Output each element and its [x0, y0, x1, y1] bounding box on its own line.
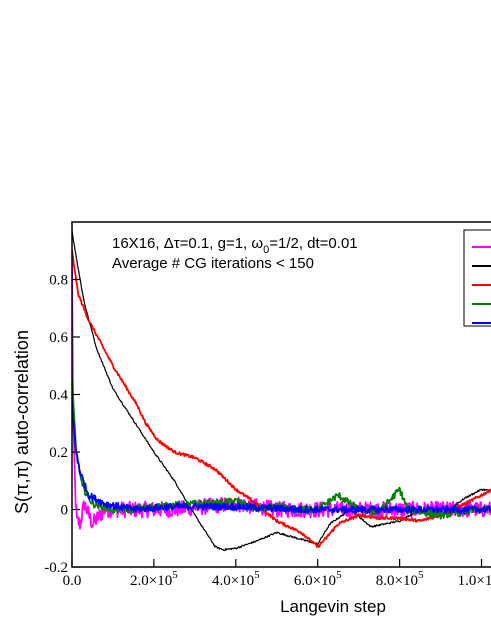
legend	[463, 229, 491, 327]
y-axis-label: S(π,π) auto-correlation	[12, 330, 32, 514]
x-tick-label: 8.0×105	[376, 569, 424, 589]
annotation-params: 16X16, Δτ=0.1, g=1, ω0=1/2, dt=0.01	[112, 235, 358, 256]
x-tick-label: 1.0×106	[458, 569, 491, 589]
annotation-cg: Average # CG iterations < 150	[112, 255, 314, 272]
x-tick-label: 4.0×105	[212, 569, 260, 589]
legend-box	[463, 229, 491, 327]
series-line-3	[72, 249, 491, 548]
y-tick-label: 0.6	[49, 330, 68, 346]
series-line-5	[72, 399, 491, 514]
x-axis-ticks: 0.0 2.0×105 4.0×105 6.0×105 8.0×105 1.0×106	[63, 559, 491, 589]
y-tick-label: 0.8	[49, 273, 68, 289]
y-tick-label: -0.2	[44, 560, 68, 576]
y-axis-ticks: -0.2 0 0.2 0.4 0.6 0.8	[44, 273, 80, 576]
x-axis-label: Langevin step	[280, 597, 386, 616]
series-line-1	[72, 262, 491, 530]
series-layer	[72, 230, 491, 552]
x-tick-label: 6.0×105	[294, 569, 342, 589]
x-tick-label: 2.0×105	[130, 569, 178, 589]
y-tick-label: 0.4	[49, 388, 68, 404]
annotation-params-main: 16X16, Δτ=0.1, g=1, ω	[112, 235, 263, 252]
y-tick-label: 0	[61, 503, 69, 519]
annotation-params-tail: =1/2, dt=0.01	[269, 235, 357, 252]
x-tick-label: 0.0	[63, 573, 82, 589]
y-tick-label: 0.2	[49, 445, 68, 461]
annotation-omega-subscript: 0	[263, 244, 269, 256]
